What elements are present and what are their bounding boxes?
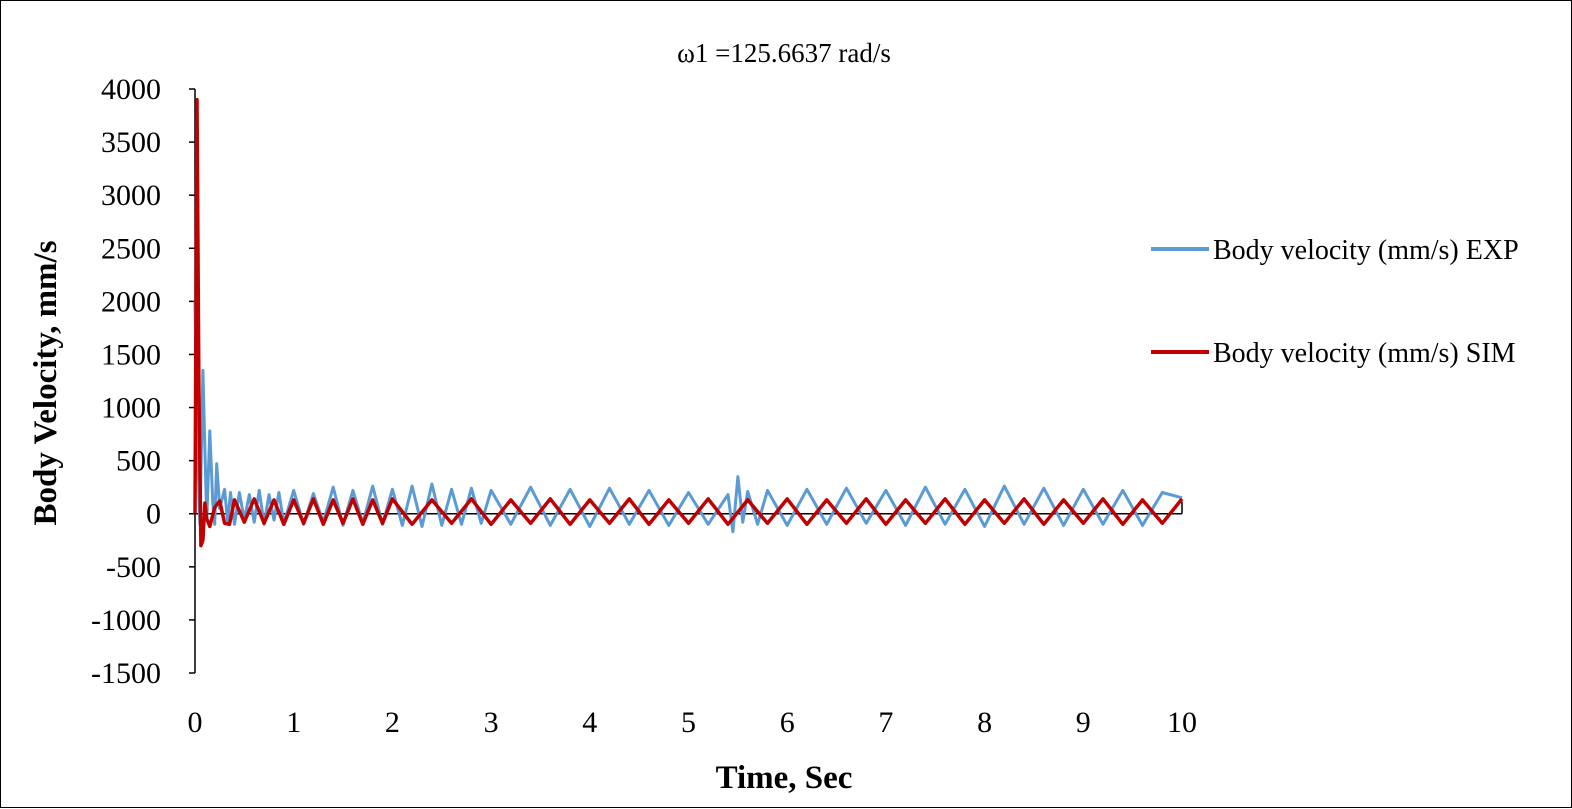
y-tick-label: 1500 — [101, 338, 161, 371]
y-tick-label: 2000 — [101, 285, 161, 318]
x-tick-label: 10 — [1167, 706, 1197, 739]
x-tick-label: 6 — [780, 706, 795, 739]
legend-label-exp: Body velocity (mm/s) EXP — [1213, 235, 1519, 266]
x-axis-ticks: 0 1 2 3 4 5 6 7 8 9 10 — [188, 706, 1198, 739]
x-tick-label: 9 — [1076, 706, 1091, 739]
y-axis-ticks: 4000 3500 3000 2500 2000 1500 1000 500 0 -500 -100… — [91, 73, 195, 690]
x-tick-label: 2 — [385, 706, 400, 739]
y-tick-label: 0 — [146, 498, 161, 531]
series-line-exp — [193, 301, 1183, 534]
series-layer — [193, 97, 1184, 548]
legend-label-sim: Body velocity (mm/s) SIM — [1213, 338, 1516, 369]
chart-title: ω1 =125.6637 rad/s — [677, 38, 891, 68]
x-tick-label: 3 — [484, 706, 499, 739]
x-axis-title: Time, Sec — [716, 760, 853, 796]
x-tick-label: 4 — [582, 706, 597, 739]
x-tick-label: 7 — [878, 706, 893, 739]
y-tick-label: 2500 — [101, 232, 161, 265]
y-tick-label: 3000 — [101, 179, 161, 212]
series-line-sim — [193, 97, 1184, 548]
x-tick-label: 0 — [188, 706, 203, 739]
x-tick-label: 1 — [286, 706, 301, 739]
y-tick-label: 4000 — [101, 73, 161, 106]
y-tick-label: -1000 — [91, 604, 161, 637]
y-tick-label: 3500 — [101, 126, 161, 159]
y-tick-label: 1000 — [101, 392, 161, 425]
legend: Body velocity (mm/s) EXP Body velocity (… — [1151, 235, 1519, 369]
y-tick-label: 500 — [116, 445, 161, 478]
x-tick-label: 5 — [681, 706, 696, 739]
y-tick-label: -1500 — [91, 657, 161, 690]
y-axis-title: Body Velocity, mm/s — [28, 240, 64, 525]
y-tick-label: -500 — [106, 551, 161, 584]
x-tick-label: 8 — [977, 706, 992, 739]
